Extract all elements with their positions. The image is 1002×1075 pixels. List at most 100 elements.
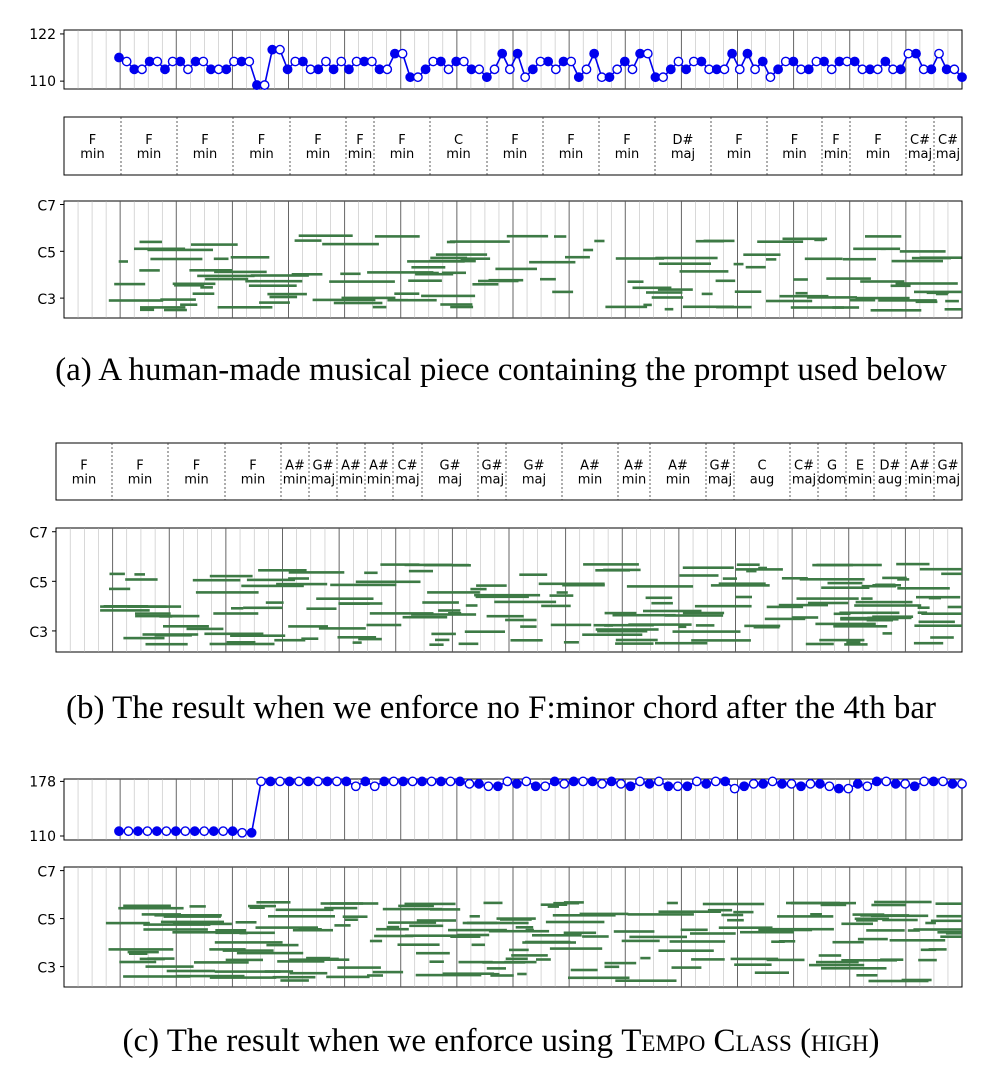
a-tempo-tempo-point bbox=[382, 64, 393, 75]
c-piano-note bbox=[277, 960, 325, 963]
a-piano-note bbox=[895, 282, 958, 285]
b-piano-note bbox=[861, 584, 896, 588]
c-tempo-tempo-point bbox=[369, 781, 380, 792]
a-piano-note bbox=[415, 271, 439, 275]
b-piano-note bbox=[465, 604, 478, 607]
c-tempo-tempo-point bbox=[114, 826, 124, 837]
c-piano-note bbox=[820, 903, 847, 907]
b-piano-note bbox=[288, 571, 345, 574]
b-piano-note bbox=[142, 633, 199, 636]
c-piano-note bbox=[777, 915, 834, 918]
b-chords-chord-root: A# bbox=[668, 459, 688, 474]
b-chords-chord-root: A# bbox=[369, 459, 389, 474]
b-piano-note bbox=[494, 600, 557, 604]
c-piano-note bbox=[691, 958, 725, 961]
a-chords-chord-root: F bbox=[511, 133, 518, 148]
b-piano-note bbox=[109, 572, 125, 576]
c-piano-note bbox=[118, 906, 184, 910]
a-tempo-tempo-point bbox=[160, 64, 170, 75]
a-tempo-ytick-label: 110 bbox=[29, 74, 56, 90]
b-chords-chord-quality: min bbox=[72, 473, 97, 488]
a-tempo-panel: 122 110 bbox=[29, 27, 967, 90]
b-piano-note bbox=[651, 601, 673, 605]
a-piano-note bbox=[114, 282, 146, 286]
c-tempo-tempo-point bbox=[720, 776, 731, 787]
c-piano-note bbox=[448, 928, 507, 932]
a-tempo-tempo-point bbox=[412, 72, 423, 83]
b-piano-note bbox=[799, 578, 865, 581]
a-piano-note bbox=[506, 234, 549, 238]
b-chords-chord-root: F bbox=[249, 459, 256, 474]
b-chords-chord-quality: min bbox=[367, 473, 392, 488]
b-piano-note bbox=[209, 642, 275, 646]
c-piano-note bbox=[935, 902, 962, 905]
a-tempo-tempo-point bbox=[489, 64, 500, 75]
a-piano-note bbox=[849, 298, 876, 302]
b-piano-note bbox=[355, 580, 421, 584]
b-piano-note bbox=[882, 632, 893, 635]
b-piano-note bbox=[918, 620, 955, 624]
b-piano-note bbox=[710, 584, 770, 587]
b-chords-panel: FminFminFminFminA#minG#majA#minA#minC#ma… bbox=[55, 442, 963, 501]
a-piano-note bbox=[200, 286, 213, 289]
c-tempo-ytick-label: 110 bbox=[29, 829, 56, 845]
c-piano-note bbox=[754, 971, 789, 974]
c-piano-note bbox=[334, 924, 351, 927]
a-chords-frame bbox=[63, 116, 963, 176]
a-piano-note bbox=[430, 256, 468, 260]
a-tempo-tempo-point bbox=[221, 64, 232, 75]
a-piano-note bbox=[150, 257, 203, 261]
c-piano-note bbox=[856, 974, 878, 977]
a-tempo-tempo-point bbox=[481, 72, 492, 83]
a-piano-note bbox=[664, 307, 674, 311]
c-piano-note bbox=[615, 979, 677, 982]
a-piano-note bbox=[795, 291, 808, 295]
c-piano-note bbox=[907, 929, 920, 932]
a-piano-note bbox=[174, 284, 205, 287]
b-chords-chord-quality: maj bbox=[311, 473, 335, 488]
a-piano-note bbox=[826, 277, 871, 280]
c-piano-note bbox=[669, 940, 726, 943]
a-tempo-tempo-point bbox=[114, 52, 124, 63]
a-tempo-tempo-point bbox=[420, 64, 431, 75]
a-piano-note bbox=[139, 269, 160, 272]
a-tempo-tempo-point bbox=[911, 48, 921, 59]
a-tempo-tempo-point bbox=[734, 64, 745, 75]
a-piano-note bbox=[449, 240, 510, 243]
c-tempo-tempo-point bbox=[284, 776, 295, 787]
c-piano-note bbox=[189, 905, 206, 908]
b-piano-note bbox=[464, 630, 505, 633]
a-piano-note bbox=[374, 235, 420, 238]
b-piano-note bbox=[735, 568, 783, 571]
c-tempo-tempo-point bbox=[805, 778, 816, 789]
c-piano-note bbox=[490, 972, 500, 976]
c-tempo-tempo-point bbox=[237, 827, 248, 838]
c-piano-note bbox=[147, 957, 175, 960]
c-piano-note bbox=[690, 932, 736, 935]
a-piano-note bbox=[766, 299, 813, 303]
caption-c-prefix: (c) The result when we enforce using bbox=[122, 1023, 622, 1059]
b-piano-note bbox=[186, 627, 224, 631]
a-piano-note bbox=[658, 262, 711, 265]
b-piano-note bbox=[796, 597, 859, 600]
c-piano-note bbox=[718, 926, 773, 929]
a-chords-chord-root: F bbox=[314, 133, 321, 148]
b-piano-note bbox=[123, 636, 165, 640]
c-piano-note bbox=[604, 961, 637, 965]
c-tempo-tempo-point bbox=[426, 776, 437, 787]
a-piano-note bbox=[245, 279, 258, 283]
c-piano-note bbox=[397, 943, 440, 946]
c-tempo-tempo-point bbox=[502, 776, 513, 787]
a-piano-note bbox=[250, 274, 309, 277]
b-piano-note bbox=[941, 572, 962, 576]
c-piano-note bbox=[880, 958, 904, 961]
b-piano-note bbox=[563, 641, 579, 644]
b-piano-note bbox=[448, 612, 462, 615]
b-chords-chord-root: G bbox=[827, 459, 837, 474]
a-piano-note bbox=[855, 296, 910, 300]
a-tempo-tempo-point bbox=[612, 64, 623, 75]
a-tempo-tempo-point bbox=[573, 72, 584, 83]
c-piano-note bbox=[483, 901, 503, 905]
a-chords-chord-root: F bbox=[258, 133, 265, 148]
a-piano-note bbox=[914, 290, 962, 294]
